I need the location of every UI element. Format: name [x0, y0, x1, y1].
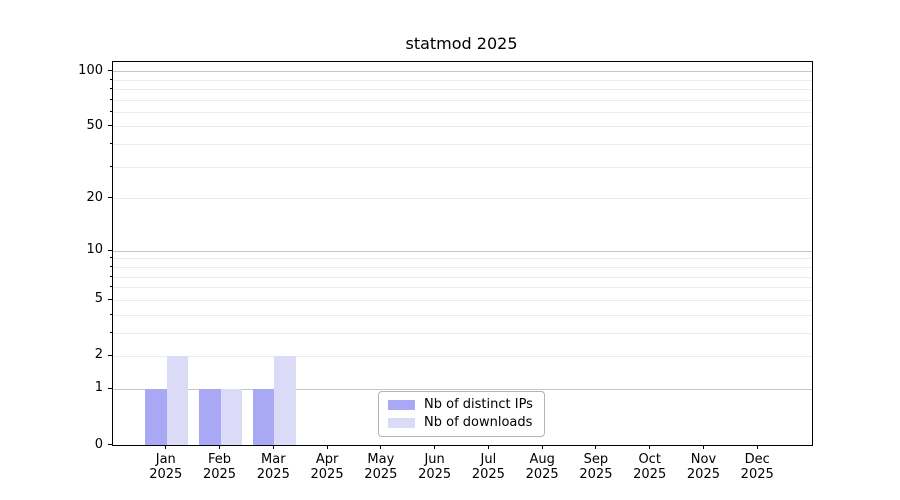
x-tick [380, 445, 382, 449]
x-tick [702, 445, 704, 449]
y-gridline-major [113, 250, 812, 252]
y-gridline-minor [113, 276, 812, 278]
x-tick [541, 445, 543, 449]
bar-downloads-feb [220, 388, 243, 445]
x-tick [756, 445, 758, 449]
y-tick-label: 2 [94, 347, 103, 363]
y-minor-tick [109, 165, 112, 167]
y-gridline-major [113, 71, 812, 73]
x-tick-label: Oct 2025 [633, 452, 667, 482]
x-tick-label: Apr 2025 [310, 452, 344, 482]
y-gridline-minor [113, 144, 812, 146]
y-gridline-minor [113, 79, 812, 81]
y-tick [108, 197, 112, 199]
y-minor-tick [109, 143, 112, 145]
legend-swatch-distinct-ips [388, 400, 415, 410]
legend-label-downloads: Nb of downloads [424, 415, 533, 430]
y-tick-label: 1 [94, 380, 103, 396]
y-minor-tick [109, 313, 112, 315]
legend-label-distinct-ips: Nb of distinct IPs [424, 397, 533, 412]
y-tick [108, 354, 112, 356]
y-tick-label: 0 [94, 436, 103, 452]
y-gridline-minor [113, 111, 812, 113]
x-tick-label: May 2025 [364, 452, 398, 482]
y-gridline-minor [113, 355, 812, 357]
x-tick [487, 445, 489, 449]
y-tick [108, 70, 112, 72]
y-gridline-minor [113, 258, 812, 260]
y-gridline-minor [113, 88, 812, 90]
y-minor-tick [109, 275, 112, 277]
x-tick-label: Jun 2025 [418, 452, 452, 482]
x-tick [219, 445, 221, 449]
y-gridline-minor [113, 332, 812, 334]
y-minor-tick [109, 257, 112, 259]
bar-downloads-jan [166, 355, 189, 445]
y-gridline-minor [113, 299, 812, 301]
y-minor-tick [109, 331, 112, 333]
y-minor-tick [109, 78, 112, 80]
y-minor-tick [109, 98, 112, 100]
y-tick [108, 298, 112, 300]
x-tick [272, 445, 274, 449]
x-tick-label: Mar 2025 [256, 452, 290, 482]
y-tick-label: 10 [86, 242, 103, 258]
y-minor-tick [109, 110, 112, 112]
x-tick-label: Nov 2025 [686, 452, 720, 482]
y-minor-tick [109, 286, 112, 288]
y-gridline-minor [113, 99, 812, 101]
x-tick [595, 445, 597, 449]
x-tick [165, 445, 167, 449]
y-tick [108, 444, 112, 445]
x-tick-label: Dec 2025 [740, 452, 774, 482]
x-tick [326, 445, 328, 449]
y-tick [108, 249, 112, 251]
y-gridline-minor [113, 198, 812, 200]
y-gridline-minor [113, 314, 812, 316]
x-tick [649, 445, 651, 449]
bar-distinct-ips-jan [145, 388, 167, 445]
y-tick-label: 50 [86, 117, 103, 133]
x-tick-label: Jul 2025 [471, 452, 505, 482]
y-gridline-minor [113, 126, 812, 128]
bar-downloads-mar [274, 355, 296, 445]
y-tick-label: 5 [94, 291, 103, 307]
x-tick [434, 445, 436, 449]
x-tick-label: Aug 2025 [525, 452, 559, 482]
y-gridline-minor [113, 166, 812, 168]
x-tick-label: Feb 2025 [202, 452, 237, 482]
y-minor-tick [109, 265, 112, 267]
legend: Nb of distinct IPs Nb of downloads [378, 391, 545, 437]
legend-swatch-downloads [388, 418, 415, 428]
y-gridline-minor [113, 266, 812, 268]
y-minor-tick [109, 87, 112, 89]
y-tick-label: 100 [78, 62, 103, 78]
legend-entry-downloads: Nb of downloads [388, 415, 533, 431]
x-tick-label: Jan 2025 [149, 452, 183, 482]
y-gridline-major [113, 388, 812, 390]
y-tick [108, 125, 112, 127]
y-gridline-minor [113, 287, 812, 289]
plot-area [112, 61, 813, 446]
bar-distinct-ips-feb [199, 388, 221, 445]
x-tick-label: Sep 2025 [579, 452, 613, 482]
chart-title: statmod 2025 [405, 34, 518, 53]
y-tick [108, 387, 112, 389]
legend-entry-distinct-ips: Nb of distinct IPs [388, 397, 533, 413]
y-tick-label: 20 [86, 189, 103, 205]
bar-distinct-ips-mar [252, 388, 275, 445]
